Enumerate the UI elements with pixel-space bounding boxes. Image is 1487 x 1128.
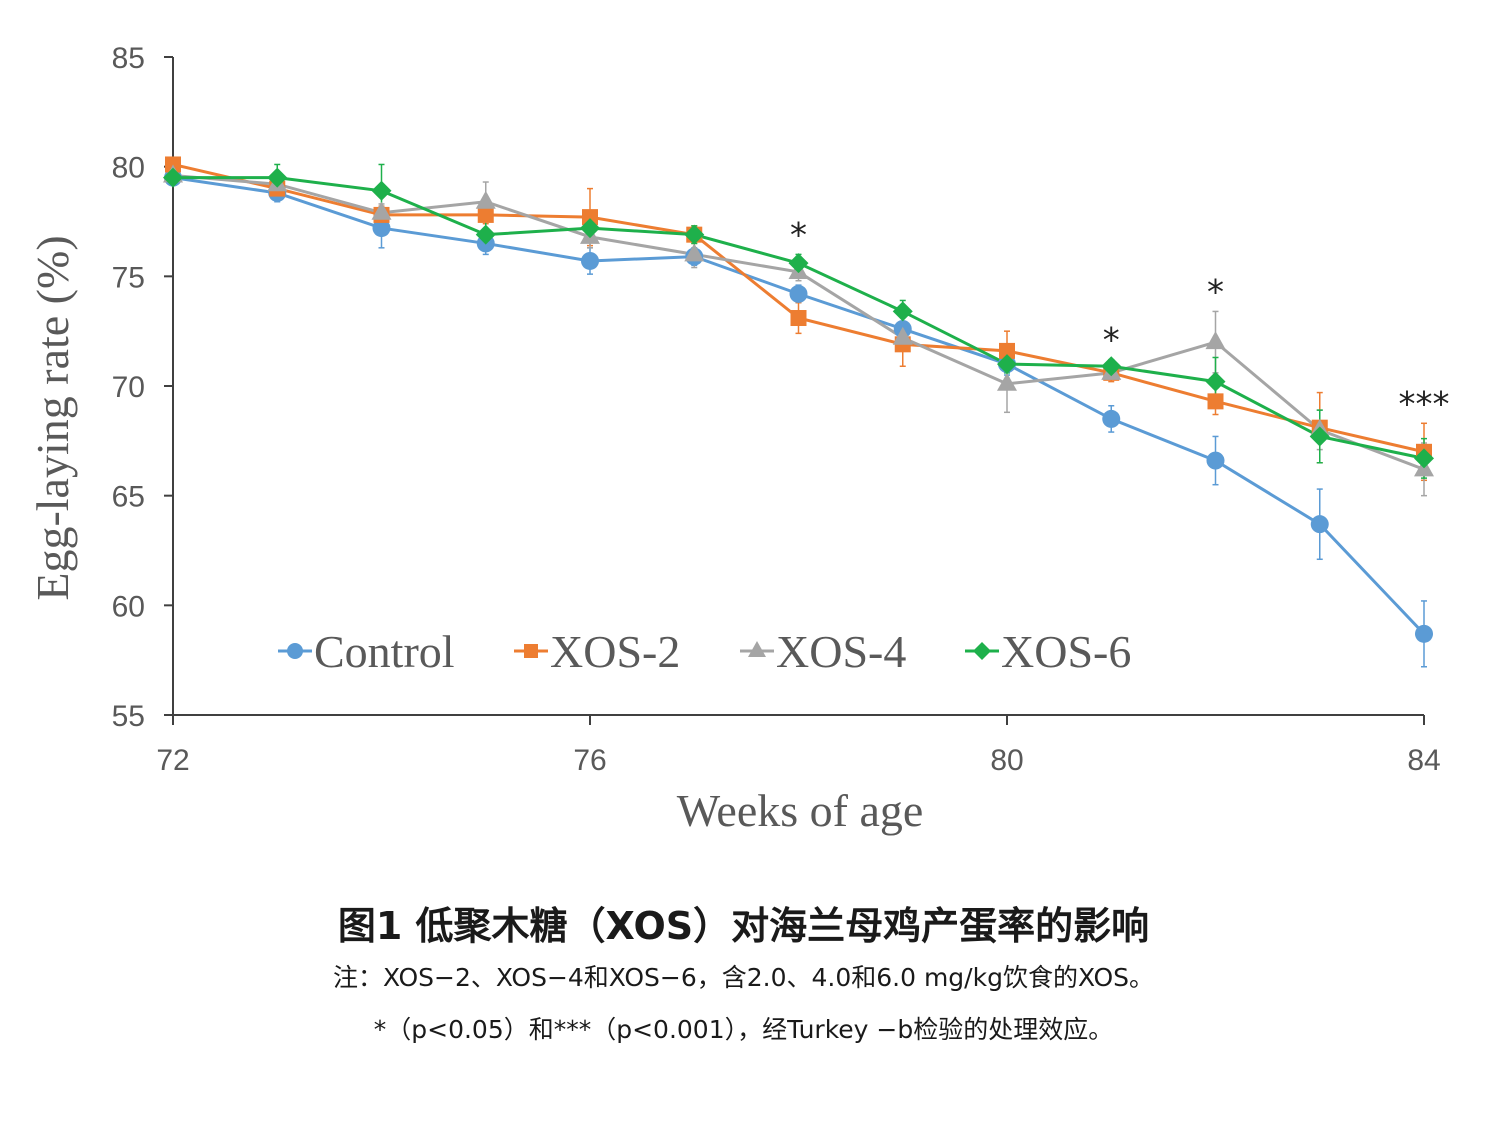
data-point-xos-6 bbox=[580, 218, 600, 239]
data-point-xos-6 bbox=[163, 167, 183, 188]
x-tick-label: 72 bbox=[156, 744, 189, 777]
x-axis-title: Weeks of age bbox=[677, 785, 924, 836]
data-point-xos-2 bbox=[582, 209, 598, 226]
data-point-xos-4 bbox=[1205, 331, 1226, 350]
data-point-xos-6 bbox=[371, 180, 392, 201]
data-point-xos-4 bbox=[684, 243, 705, 262]
data-point-xos-6 bbox=[788, 253, 809, 274]
data-point-xos-6 bbox=[684, 224, 705, 245]
y-tick-label: 60 bbox=[112, 590, 145, 623]
x-tick-label: 84 bbox=[1407, 744, 1440, 777]
data-point-control bbox=[1206, 451, 1225, 470]
data-point-xos-2 bbox=[477, 206, 494, 223]
legend-label-xos-4: XOS-4 bbox=[776, 626, 906, 677]
data-point-control bbox=[372, 219, 391, 238]
data-point-xos-6 bbox=[1414, 448, 1434, 469]
x-tick-label: 80 bbox=[990, 744, 1023, 777]
data-point-xos-4 bbox=[892, 326, 913, 345]
data-point-control bbox=[1310, 515, 1329, 534]
data-point-control bbox=[581, 251, 599, 270]
data-point-xos-4 bbox=[371, 201, 392, 220]
data-point-xos-2 bbox=[790, 310, 807, 327]
significance-annotations: ****** bbox=[790, 215, 1450, 424]
data-point-control bbox=[1102, 409, 1121, 428]
figure-note-2: *（p<0.05）和***（p<0.001），经Turkey −b检验的处理效应… bbox=[373, 1015, 1114, 1044]
significance-marker: * bbox=[1207, 272, 1224, 312]
data-point-xos-4 bbox=[475, 190, 496, 209]
data-point-xos-6 bbox=[1101, 356, 1122, 377]
series-markers bbox=[163, 156, 1434, 643]
y-tick-label: 70 bbox=[112, 371, 145, 404]
data-point-xos-6 bbox=[1205, 371, 1226, 392]
y-axis-title: Egg-laying rate (%) bbox=[27, 235, 78, 600]
legend-label-control: Control bbox=[314, 626, 455, 677]
data-point-xos-6 bbox=[267, 167, 288, 188]
data-point-xos-6 bbox=[892, 301, 913, 322]
y-tick-label: 85 bbox=[112, 42, 145, 75]
legend-label-xos-2: XOS-2 bbox=[550, 626, 680, 677]
data-point-xos-6 bbox=[475, 224, 496, 245]
legend-label-xos-6: XOS-6 bbox=[1001, 626, 1131, 677]
legend-marker-xos-4 bbox=[748, 641, 766, 657]
legend-marker-xos-2 bbox=[524, 644, 538, 658]
y-tick-label: 65 bbox=[112, 481, 145, 514]
legend-marker-control bbox=[287, 643, 303, 659]
significance-marker: * bbox=[1103, 321, 1120, 361]
legend-marker-xos-6 bbox=[973, 642, 991, 660]
data-point-xos-6 bbox=[997, 354, 1017, 375]
y-tick-label: 80 bbox=[112, 152, 145, 185]
x-tick-label: 76 bbox=[573, 744, 606, 777]
y-tick-label: 55 bbox=[112, 700, 145, 733]
data-point-xos-2 bbox=[999, 342, 1015, 359]
legend: Control XOS-2 XOS-4 XOS-6 bbox=[278, 626, 1131, 677]
figure-title: 图1 低聚木糖（XOS）对海兰母鸡产蛋率的影响 bbox=[337, 904, 1150, 948]
significance-marker: * bbox=[790, 215, 807, 255]
data-point-xos-2 bbox=[1207, 393, 1224, 410]
y-tick-label: 75 bbox=[112, 261, 145, 294]
data-point-control bbox=[1415, 624, 1433, 643]
figure-note-1: 注：XOS−2、XOS−4和XOS−6，含2.0、4.0和6.0 mg/kg饮食… bbox=[332, 963, 1155, 992]
data-point-xos-4 bbox=[997, 372, 1017, 391]
significance-marker: *** bbox=[1399, 384, 1450, 424]
data-point-control bbox=[789, 284, 808, 303]
data-point-xos-6 bbox=[1309, 426, 1330, 447]
